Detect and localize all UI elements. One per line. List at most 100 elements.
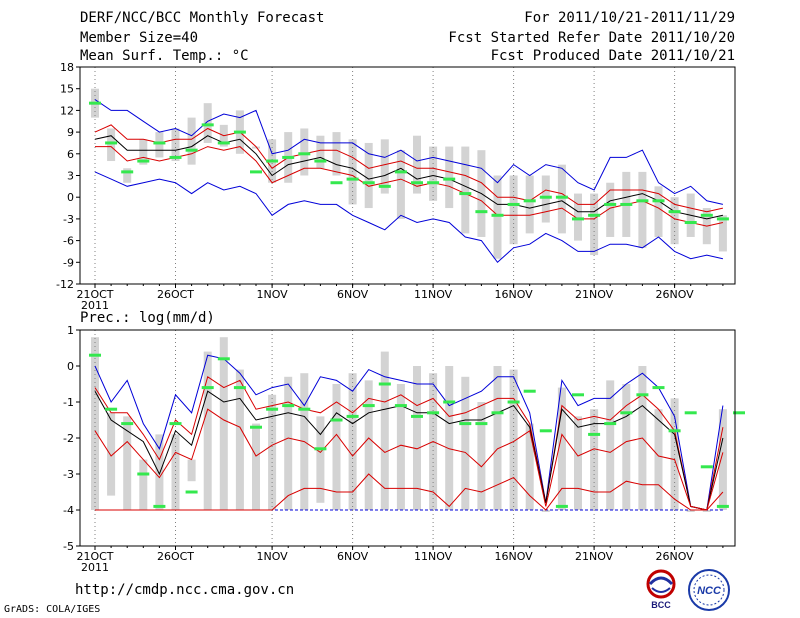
prec-spread-box: [622, 384, 631, 510]
prec-observed-mark: [314, 447, 327, 451]
prec-observed-mark: [169, 422, 182, 426]
temp-observed-mark: [346, 177, 359, 181]
temp-spread-box: [155, 132, 164, 158]
temp-observed-mark: [105, 141, 118, 145]
temp-series-max: [94, 99, 724, 205]
temp-xtick-label: 11NOV: [414, 288, 453, 301]
temp-ytick-label: 15: [60, 83, 74, 96]
prec-ytick-label: 1: [67, 324, 74, 337]
prec-spread-box: [268, 394, 277, 510]
prec-observed-mark: [684, 411, 697, 415]
ncc-logo-text: NCC: [697, 585, 722, 597]
temp-observed-mark: [250, 170, 262, 174]
prec-spread-box: [332, 384, 341, 510]
temp-series-min: [94, 171, 724, 264]
temp-observed-mark: [411, 181, 423, 185]
prec-spread-box: [107, 412, 116, 496]
temp-spread-box: [396, 150, 405, 219]
temp-observed-mark: [507, 202, 520, 206]
bcc-logo-text: BCC: [651, 600, 671, 610]
temp-frame: [79, 66, 736, 285]
temp-observed-mark: [153, 141, 166, 145]
prec-ytick-label: -3: [63, 468, 74, 481]
temp-observed-mark: [233, 130, 246, 134]
temp-xtick-label: 26NOV: [655, 288, 694, 301]
temp-spread-box: [670, 197, 679, 245]
temp-observed-mark: [314, 159, 327, 163]
prec-observed-mark: [105, 407, 118, 411]
prec-xtick-label: 26OCT: [157, 550, 194, 563]
prec-xtick-label: 21OCT: [76, 550, 113, 563]
prec-observed-mark: [733, 411, 745, 415]
prec-spread-box: [509, 369, 518, 510]
temp-observed-mark: [362, 181, 375, 185]
temp-observed-mark: [604, 202, 617, 206]
temp-observed-mark: [636, 199, 649, 203]
temp-ytick-label: -3: [63, 213, 74, 226]
prec-observed-mark: [411, 414, 423, 418]
temp-ytick-label: 6: [67, 148, 74, 161]
prec-spread-box: [348, 373, 357, 510]
prec-observed-mark: [427, 411, 440, 415]
prec-spread-box: [654, 409, 663, 510]
prec-spread-box: [445, 366, 454, 510]
prec-observed-mark: [555, 504, 568, 508]
prec-observed-mark: [620, 411, 633, 415]
prec-xtick-label: 2011: [81, 561, 109, 574]
chart-title: DERF/NCC/BCC Monthly Forecast: [80, 10, 325, 26]
temp-spread-box: [252, 146, 260, 149]
prec-observed-mark: [185, 490, 198, 494]
temp-spread-box: [300, 128, 309, 176]
prec-spread-box: [557, 387, 566, 510]
temp-observed-mark: [137, 159, 150, 163]
temp-observed-mark: [491, 213, 504, 217]
prec-ytick-label: -5: [63, 540, 74, 553]
forecast-started: Fcst Started Refer Date 2011/10/20: [448, 30, 735, 46]
temp-spread-box: [445, 146, 454, 209]
prec-spread-box: [686, 510, 695, 512]
prec-ytick-label: -1: [63, 396, 74, 409]
temp-spread-box: [718, 215, 727, 252]
source-url[interactable]: http://cmdp.ncc.cma.gov.cn: [75, 582, 295, 598]
temp-spread-box: [429, 146, 438, 201]
temp-observed-mark: [700, 213, 713, 217]
temp-spread-box: [557, 164, 566, 234]
prec-spread-box: [718, 409, 727, 510]
prec-spread-box: [187, 459, 196, 482]
prec-observed-mark: [362, 404, 375, 408]
temp-observed-mark: [282, 155, 295, 159]
temp-observed-mark: [378, 184, 391, 188]
prec-spread-box: [219, 337, 228, 510]
prec-observed-mark: [250, 425, 262, 429]
prec-spread-box: [235, 369, 244, 510]
temp-spread-box: [654, 186, 663, 237]
temp-spread-box: [638, 171, 647, 248]
prec-spread-box: [155, 434, 164, 510]
temp-spread-box: [139, 139, 148, 165]
prec-observed-mark: [330, 418, 343, 422]
temp-observed-mark: [652, 199, 665, 203]
temp-observed-mark: [668, 210, 681, 214]
prec-observed-mark: [539, 429, 552, 433]
prec-spread-box: [171, 434, 180, 510]
prec-ytick-label: -4: [63, 504, 74, 517]
temp-series-p75: [94, 124, 724, 213]
prec-observed-mark: [475, 422, 488, 426]
temp-spread-box: [541, 175, 550, 223]
prec-series-max: [94, 354, 724, 511]
temp-series-p25: [95, 146, 724, 227]
temp-observed-mark: [684, 221, 697, 225]
temp-spread-box: [574, 193, 582, 241]
grads-credit: GrADS: COLA/IGES: [4, 604, 101, 615]
temp-observed-mark: [588, 213, 601, 217]
temp-spread-box: [187, 117, 196, 165]
prec-spread-box: [574, 416, 582, 510]
temp-spread-box: [525, 175, 534, 234]
prec-observed-mark: [604, 422, 617, 426]
prec-spread-box: [606, 380, 615, 510]
temp-spread-box: [332, 132, 341, 176]
temp-ytick-label: 18: [60, 61, 74, 74]
temp-observed-mark: [330, 181, 343, 185]
prec-spread-box: [139, 459, 148, 510]
